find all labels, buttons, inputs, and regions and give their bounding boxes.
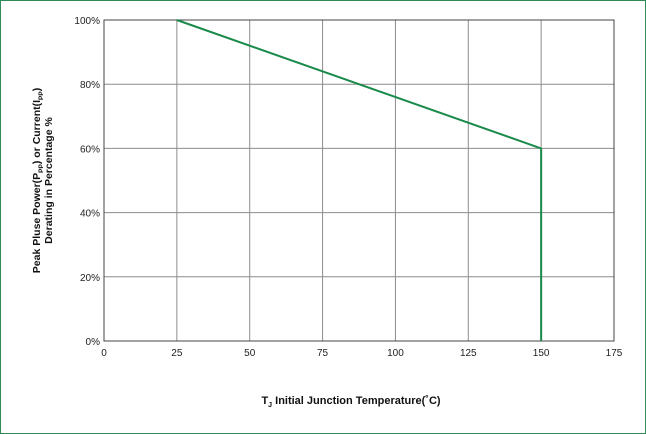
x-axis-title-text: Initial Junction Temperature(˚C): [272, 395, 441, 407]
grid: [104, 20, 614, 341]
y-tick-label: 20%: [80, 273, 100, 284]
y-axis-title: Peak Pluse Power(PPP) or Current(IPP) De…: [31, 88, 55, 273]
y-tick-labels: 0% 20% 40% 60% 80% 100%: [74, 16, 100, 348]
plot-area: [103, 19, 615, 342]
x-tick-label: 175: [606, 348, 623, 359]
y-axis-title-line1-subscript-2: PP: [38, 91, 45, 100]
y-axis-title-line1-part-a: Peak Pluse Power(P: [31, 173, 43, 273]
derating-curve: [176, 19, 543, 341]
x-tick-label: 25: [171, 348, 183, 359]
y-tick-label: 80%: [80, 80, 100, 91]
x-tick-label: 150: [533, 348, 550, 359]
x-tick-labels: 0 25 50 75 100 125 150 175: [101, 348, 623, 359]
y-tick-label: 60%: [80, 144, 100, 155]
x-axis-title: TJ Initial Junction Temperature(˚C): [261, 395, 440, 409]
series: [176, 19, 543, 341]
x-tick-label: 50: [244, 348, 256, 359]
x-tick-label: 100: [387, 348, 404, 359]
x-axis-title-prefix-subscript: J: [268, 402, 272, 409]
y-tick-label: 100%: [74, 16, 100, 27]
y-axis-title-line2: Derating in Percentage %: [43, 117, 55, 244]
y-axis-title-line1-part-c: ): [31, 88, 43, 92]
y-axis-title-line1: Peak Pluse Power(PPP) or Current(IPP): [31, 88, 45, 273]
x-tick-label: 0: [101, 348, 107, 359]
x-tick-label: 125: [460, 348, 477, 359]
y-axis-title-line1-subscript-1: PP: [38, 163, 45, 172]
y-axis-title-line1-part-b: ) or Current(I: [31, 100, 43, 164]
y-tick-label: 0%: [86, 337, 101, 348]
y-tick-label: 40%: [80, 209, 100, 220]
x-tick-label: 75: [317, 348, 329, 359]
x-axis-title-prefix: T: [261, 395, 268, 407]
